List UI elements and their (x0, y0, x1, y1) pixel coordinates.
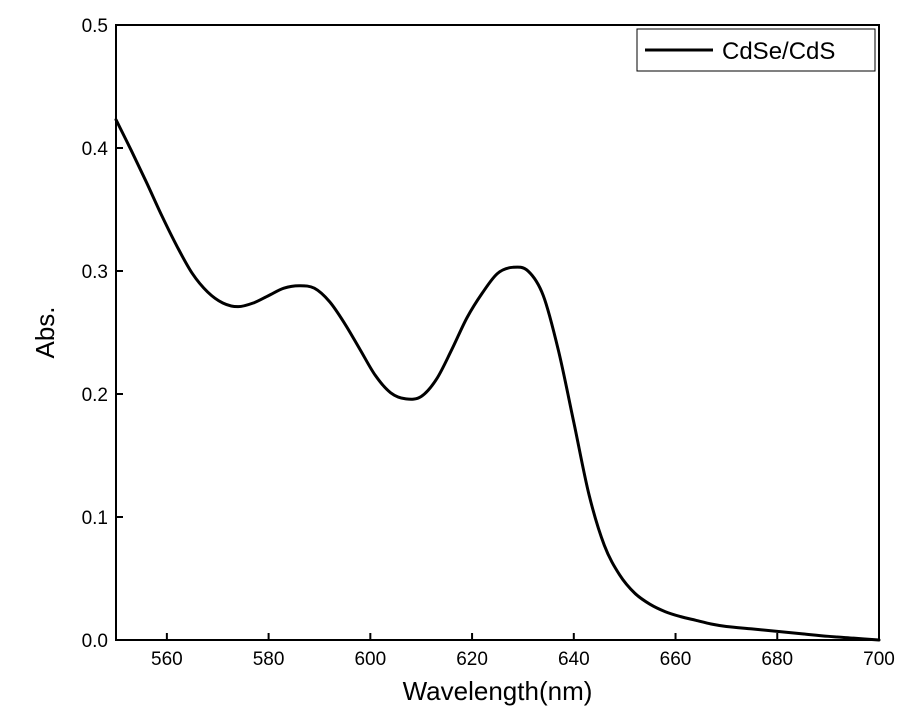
y-axis-ticks: 0.0 0.1 0.2 0.3 0.4 0.5 (82, 16, 123, 652)
x-axis-ticks: 560 580 600 620 640 660 680 700 (151, 633, 895, 670)
x-tick-label: 640 (558, 649, 590, 670)
x-axis-title: Wavelength(nm) (403, 676, 593, 706)
legend-label: CdSe/CdS (722, 38, 835, 65)
plot-frame (115, 24, 880, 641)
x-tick-label: 560 (151, 649, 183, 670)
y-tick-label: 0.0 (82, 631, 108, 652)
y-tick-label: 0.4 (82, 139, 109, 160)
x-tick-label: 600 (354, 649, 386, 670)
x-tick-label: 580 (253, 649, 285, 670)
x-tick-label: 700 (863, 649, 895, 670)
y-tick-label: 0.5 (82, 16, 108, 37)
y-axis-title: Abs. (30, 306, 60, 358)
legend: CdSe/CdS (636, 28, 876, 72)
x-tick-label: 660 (660, 649, 692, 670)
x-tick-label: 620 (456, 649, 488, 670)
x-tick-label: 680 (761, 649, 793, 670)
y-tick-label: 0.2 (82, 385, 108, 406)
y-tick-label: 0.1 (82, 508, 108, 529)
series-line-cdse-cds (114, 118, 881, 642)
y-tick-label: 0.3 (82, 262, 108, 283)
